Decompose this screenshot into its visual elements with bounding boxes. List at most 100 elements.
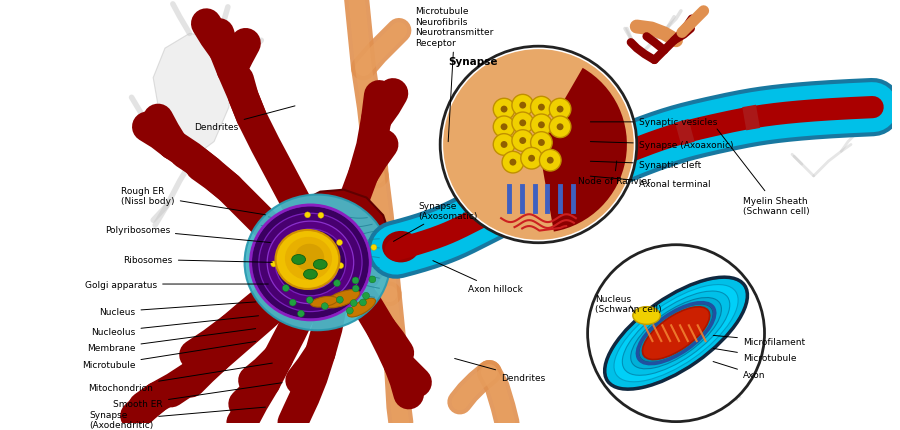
- Circle shape: [271, 261, 276, 267]
- Circle shape: [323, 278, 330, 285]
- Text: Synapse: Synapse: [448, 57, 498, 67]
- Circle shape: [531, 97, 553, 119]
- Circle shape: [556, 106, 563, 113]
- Text: Ribosomes: Ribosomes: [123, 255, 273, 264]
- Polygon shape: [153, 34, 232, 157]
- Circle shape: [547, 157, 553, 164]
- Circle shape: [519, 138, 526, 144]
- Circle shape: [512, 130, 534, 152]
- Ellipse shape: [259, 214, 362, 312]
- Ellipse shape: [313, 260, 327, 270]
- Text: Axonal terminal: Axonal terminal: [590, 177, 710, 189]
- Circle shape: [338, 263, 344, 269]
- Circle shape: [549, 117, 571, 138]
- Ellipse shape: [639, 304, 713, 362]
- Circle shape: [519, 120, 526, 127]
- Circle shape: [317, 280, 323, 286]
- Circle shape: [337, 297, 343, 304]
- Circle shape: [538, 104, 544, 111]
- Ellipse shape: [606, 278, 746, 388]
- Text: Synapse
(Axodendritic): Synapse (Axodendritic): [89, 407, 266, 430]
- Ellipse shape: [631, 298, 722, 369]
- Circle shape: [512, 113, 534, 134]
- Text: Polyribosomes: Polyribosomes: [104, 226, 270, 243]
- Circle shape: [519, 102, 526, 109]
- Circle shape: [292, 242, 298, 248]
- Circle shape: [329, 273, 335, 279]
- Polygon shape: [268, 190, 391, 306]
- Circle shape: [346, 307, 353, 314]
- Text: Microfilament: Microfilament: [713, 335, 805, 346]
- Circle shape: [369, 276, 376, 283]
- Circle shape: [320, 259, 327, 265]
- Circle shape: [538, 122, 544, 129]
- Text: Microtubule
Neurofibrils
Neurotransmitter
Receptor: Microtubule Neurofibrils Neurotransmitte…: [416, 7, 494, 142]
- Circle shape: [311, 258, 317, 264]
- Ellipse shape: [382, 231, 419, 263]
- Circle shape: [509, 160, 517, 166]
- Text: Synapse (Axoaxonic): Synapse (Axoaxonic): [590, 141, 733, 150]
- Text: Node of Ranvier: Node of Ranvier: [578, 162, 651, 186]
- Ellipse shape: [303, 270, 318, 280]
- Circle shape: [352, 286, 359, 292]
- Circle shape: [531, 115, 553, 136]
- Ellipse shape: [292, 255, 305, 265]
- Text: Golgi apparatus: Golgi apparatus: [85, 280, 268, 289]
- Ellipse shape: [267, 221, 354, 304]
- Ellipse shape: [289, 242, 332, 283]
- Circle shape: [493, 134, 515, 156]
- Circle shape: [440, 47, 636, 243]
- Circle shape: [289, 299, 296, 306]
- Circle shape: [359, 299, 366, 306]
- Circle shape: [556, 124, 563, 131]
- Ellipse shape: [275, 230, 339, 289]
- Text: Dendrites: Dendrites: [454, 359, 545, 382]
- Circle shape: [531, 132, 553, 154]
- Circle shape: [512, 95, 534, 117]
- Ellipse shape: [275, 230, 346, 296]
- Circle shape: [521, 148, 543, 170]
- Ellipse shape: [622, 292, 730, 375]
- Circle shape: [371, 245, 377, 251]
- Text: Mitochondrion: Mitochondrion: [88, 363, 273, 392]
- Circle shape: [500, 106, 508, 113]
- Circle shape: [294, 270, 301, 276]
- Text: Nucleus
(Schwann cell): Nucleus (Schwann cell): [596, 294, 662, 313]
- Text: Axon hillock: Axon hillock: [433, 261, 522, 294]
- Text: Rough ER
(Nissl body): Rough ER (Nissl body): [122, 187, 266, 215]
- Circle shape: [318, 213, 324, 219]
- Circle shape: [588, 245, 764, 422]
- Text: Membrane: Membrane: [87, 329, 256, 353]
- Ellipse shape: [282, 236, 339, 290]
- Circle shape: [298, 310, 304, 317]
- Circle shape: [350, 300, 357, 307]
- Circle shape: [321, 303, 328, 310]
- Circle shape: [304, 212, 310, 218]
- Ellipse shape: [614, 285, 738, 382]
- Circle shape: [549, 99, 571, 120]
- Text: Axon: Axon: [713, 362, 765, 379]
- Ellipse shape: [294, 244, 324, 272]
- Wedge shape: [538, 69, 627, 232]
- Circle shape: [493, 99, 515, 120]
- Ellipse shape: [251, 206, 369, 319]
- Circle shape: [337, 240, 343, 246]
- Ellipse shape: [633, 307, 661, 325]
- Circle shape: [500, 142, 508, 148]
- Text: Myelin Sheath
(Schwann cell): Myelin Sheath (Schwann cell): [717, 130, 809, 215]
- Ellipse shape: [285, 237, 332, 280]
- Circle shape: [493, 117, 515, 138]
- Text: Synaptic cleft: Synaptic cleft: [590, 160, 701, 169]
- Ellipse shape: [347, 298, 375, 317]
- Circle shape: [528, 155, 535, 162]
- Text: Nucleus: Nucleus: [99, 302, 256, 316]
- Circle shape: [352, 277, 359, 284]
- Circle shape: [286, 239, 292, 245]
- Text: Nucleolus: Nucleolus: [91, 316, 258, 336]
- Circle shape: [500, 124, 508, 131]
- Circle shape: [310, 280, 317, 287]
- Circle shape: [502, 152, 524, 174]
- Text: Microtubule: Microtubule: [82, 342, 256, 369]
- Circle shape: [288, 246, 293, 252]
- Circle shape: [298, 278, 305, 285]
